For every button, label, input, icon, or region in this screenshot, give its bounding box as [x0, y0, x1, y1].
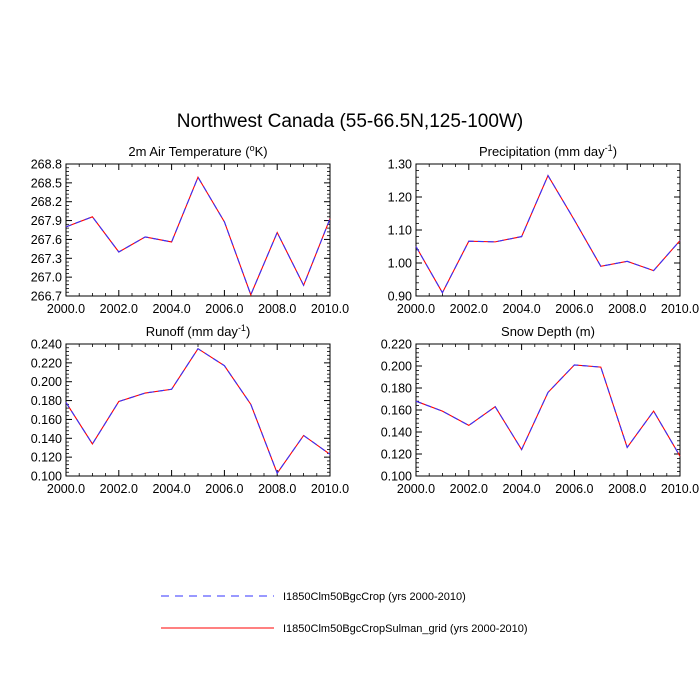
series-line-1: [65, 347, 331, 475]
panel-title: Snow Depth (m): [501, 324, 595, 339]
y-tick-label: 0.240: [31, 338, 62, 352]
x-tick-label: 2010.0: [311, 302, 349, 316]
x-tick-label: 2002.0: [450, 482, 488, 496]
x-tick-label: 2000.0: [397, 482, 435, 496]
panel-title-tail: K): [255, 144, 268, 159]
panel-title-tail: ): [246, 324, 250, 339]
panel-title-main: Snow Depth (m): [501, 324, 595, 339]
panel-title-superscript: -1: [238, 323, 246, 333]
legend-entry-1: I1850Clm50BgcCrop (yrs 2000-2010): [161, 591, 466, 603]
x-tick-label: 2000.0: [397, 302, 435, 316]
y-tick-label: 0.100: [381, 470, 412, 484]
y-tick-label: 0.180: [31, 394, 62, 408]
chart-panel-1: 2m Air Temperature (oK) 266.7 267.0 267.3 26…: [31, 143, 349, 316]
x-tick-label: 2004.0: [152, 302, 190, 316]
y-tick-label: 267.0: [31, 271, 62, 285]
y-tick-label: 0.200: [31, 375, 62, 389]
x-tick-label: 2008.0: [258, 482, 296, 496]
y-tick-label: 0.200: [381, 360, 412, 374]
y-tick-label: 1.20: [388, 191, 412, 205]
panel-title-main: Runoff (mm day: [146, 324, 239, 339]
x-tick-label: 2006.0: [205, 482, 243, 496]
x-tick-label: 2004.0: [152, 482, 190, 496]
y-tick-label: 0.90: [388, 290, 412, 304]
x-tick-label: 2000.0: [47, 482, 85, 496]
figure-title: Northwest Canada (55-66.5N,125-100W): [177, 111, 523, 132]
chart-panel-2: Precipitation (mm day-1) 0.90 1.00 1.10 1.20…: [388, 143, 700, 316]
chart-panel-4: Snow Depth (m) 0.100 0.120 0.140 0.160 0.180 0…: [381, 324, 699, 496]
x-tick-label: 2008.0: [258, 302, 296, 316]
legend: I1850Clm50BgcCrop (yrs 2000-2010) I1850Cl…: [161, 591, 528, 635]
y-tick-label: 268.2: [31, 195, 62, 209]
legend-label: I1850Clm50BgcCropSulman_grid (yrs 2000-2…: [283, 623, 528, 635]
y-tick-label: 1.00: [388, 257, 412, 271]
panel-title-main: 2m Air Temperature (: [128, 144, 250, 159]
y-tick-label: 268.5: [31, 176, 62, 190]
x-tick-label: 2008.0: [608, 302, 646, 316]
x-tick-label: 2006.0: [205, 302, 243, 316]
y-tick-label: 0.160: [381, 404, 412, 418]
y-tick-label: 1.10: [388, 224, 412, 238]
x-tick-label: 2008.0: [608, 482, 646, 496]
chart-panel-3: Runoff (mm day-1) 0.100 0.120 0.140 0.160 0.1…: [31, 323, 349, 496]
y-tick-label: 0.100: [31, 470, 62, 484]
y-tick-label: 267.9: [31, 214, 62, 228]
panel-title-superscript: -1: [605, 143, 613, 153]
y-tick-label: 0.140: [381, 426, 412, 440]
y-tick-label: 1.30: [388, 158, 412, 172]
y-tick-label: 0.220: [31, 356, 62, 370]
y-tick-label: 266.7: [31, 290, 62, 304]
panel-title-superscript: o: [250, 143, 255, 153]
y-tick-label: 268.8: [31, 158, 62, 172]
series-line-2: [65, 175, 331, 297]
x-tick-label: 2006.0: [555, 302, 593, 316]
panel-title: 2m Air Temperature (oK): [128, 143, 267, 159]
panel-title: Precipitation (mm day-1): [479, 143, 617, 159]
y-tick-label: 267.6: [31, 233, 62, 247]
y-tick-label: 0.140: [31, 432, 62, 446]
y-tick-label: 0.120: [381, 448, 412, 462]
x-tick-label: 2010.0: [311, 482, 349, 496]
x-tick-label: 2002.0: [100, 302, 138, 316]
legend-label: I1850Clm50BgcCrop (yrs 2000-2010): [283, 591, 466, 603]
x-tick-label: 2010.0: [661, 302, 699, 316]
x-tick-label: 2004.0: [502, 482, 540, 496]
x-tick-label: 2002.0: [100, 482, 138, 496]
y-tick-label: 0.220: [381, 338, 412, 352]
y-tick-label: 0.120: [31, 451, 62, 465]
series-line-1: [415, 364, 681, 457]
x-tick-label: 2004.0: [502, 302, 540, 316]
panel-title-main: Precipitation (mm day: [479, 144, 605, 159]
chart-panels: 2m Air Temperature (oK) 266.7 267.0 267.3 26…: [31, 143, 699, 496]
panel-title: Runoff (mm day-1): [146, 323, 251, 339]
x-tick-label: 2002.0: [450, 302, 488, 316]
x-tick-label: 2010.0: [661, 482, 699, 496]
y-tick-label: 267.3: [31, 252, 62, 266]
legend-entry-2: I1850Clm50BgcCropSulman_grid (yrs 2000-2…: [161, 623, 528, 635]
y-tick-label: 0.180: [381, 382, 412, 396]
y-tick-label: 0.160: [31, 413, 62, 427]
series-line-1: [415, 174, 681, 294]
x-tick-label: 2006.0: [555, 482, 593, 496]
x-tick-label: 2000.0: [47, 302, 85, 316]
panel-title-tail: ): [613, 144, 617, 159]
